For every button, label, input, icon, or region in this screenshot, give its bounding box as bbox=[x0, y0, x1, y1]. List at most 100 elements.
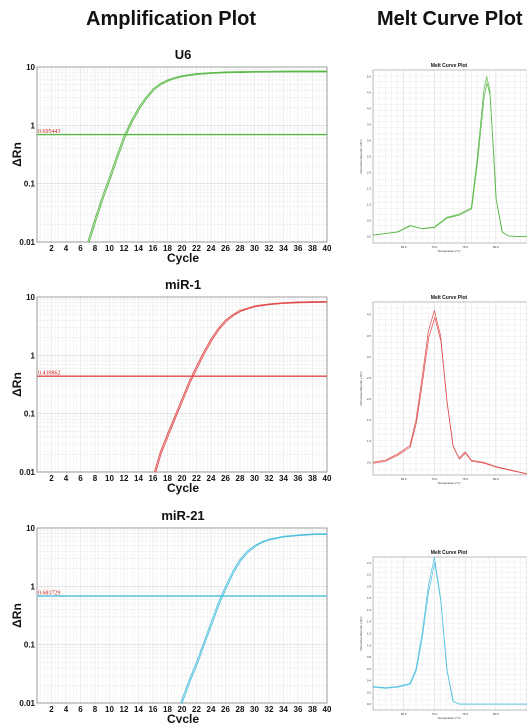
x-tick-label: 2 bbox=[49, 244, 54, 253]
x-tick-label: 4 bbox=[64, 474, 69, 483]
x-tick-label: 30 bbox=[250, 244, 259, 253]
melt-y-tick-label: 0.5 bbox=[367, 219, 372, 223]
x-tick-label: 16 bbox=[149, 705, 158, 714]
melt-y-tick-label: 1.0 bbox=[367, 439, 372, 443]
melt-x-tick-label: 75.0 bbox=[462, 245, 468, 249]
x-tick-label: 14 bbox=[134, 705, 143, 714]
x-tick-label: 34 bbox=[279, 474, 288, 483]
x-tick-label: 4 bbox=[64, 705, 69, 714]
melt-y-tick-label: 0.0 bbox=[367, 235, 372, 239]
x-tick-label: 18 bbox=[163, 705, 172, 714]
melt-x-axis-label: Temperature (°C) bbox=[437, 481, 460, 485]
melt-y-tick-label: 1.0 bbox=[367, 643, 372, 647]
x-tick-label: 2 bbox=[49, 474, 54, 483]
melt-y-tick-label: 1.6 bbox=[367, 608, 372, 612]
melt-y-tick-label: 3.0 bbox=[367, 355, 372, 359]
melt-y-tick-label: 2.0 bbox=[367, 397, 372, 401]
melt-y-tick-label: 2.4 bbox=[367, 561, 372, 565]
x-tick-label: 32 bbox=[265, 474, 274, 483]
y-tick-label: 10 bbox=[26, 63, 35, 72]
melt-x-tick-label: 80.0 bbox=[493, 712, 499, 716]
melt-y-tick-label: 3.5 bbox=[367, 122, 372, 126]
melt-y-tick-label: 1.4 bbox=[367, 620, 372, 624]
amplification-curve-U6 bbox=[87, 70, 327, 243]
x-tick-label: 28 bbox=[236, 244, 245, 253]
melt-x-axis-label: Temperature (°C) bbox=[437, 716, 460, 720]
x-tick-label: 36 bbox=[294, 474, 303, 483]
threshold-value-label: 0.695443 bbox=[38, 129, 61, 135]
x-tick-label: 20 bbox=[178, 244, 187, 253]
x-tick-label: 10 bbox=[105, 474, 114, 483]
x-tick-label: 8 bbox=[93, 705, 98, 714]
x-tick-label: 38 bbox=[308, 244, 317, 253]
amplification-plot-header: Amplification Plot bbox=[86, 8, 256, 30]
melt-y-tick-label: 0.4 bbox=[367, 679, 372, 683]
melt-y-axis-label: Derivative Reporter (-Rn') bbox=[359, 616, 363, 650]
melt-y-tick-label: 1.5 bbox=[367, 187, 372, 191]
x-tick-label: 40 bbox=[323, 705, 332, 714]
melt-x-tick-label: 65.0 bbox=[401, 712, 407, 716]
melt-y-tick-label: 3.0 bbox=[367, 138, 372, 142]
melt-x-axis-label: Temperature (°C) bbox=[437, 249, 460, 253]
x-tick-label: 14 bbox=[134, 474, 143, 483]
y-tick-label: 0.1 bbox=[24, 641, 36, 650]
y-tick-label: 1 bbox=[31, 582, 36, 591]
melt-plot-border bbox=[372, 556, 527, 711]
melt-chart-title: Melt Curve Plot bbox=[431, 295, 468, 301]
x-tick-label: 24 bbox=[207, 705, 216, 714]
x-tick-label: 12 bbox=[120, 244, 129, 253]
melt-y-axis-label: Derivative Reporter (-Rn') bbox=[359, 371, 363, 405]
x-tick-label: 30 bbox=[250, 705, 259, 714]
melt-plot-border bbox=[372, 69, 527, 244]
x-tick-label: 8 bbox=[93, 244, 98, 253]
melt-x-tick-label: 70.0 bbox=[432, 712, 438, 716]
x-tick-label: 22 bbox=[192, 474, 201, 483]
melt-y-tick-label: 3.5 bbox=[367, 334, 372, 338]
y-tick-label: 0.1 bbox=[24, 410, 36, 419]
x-axis-label: Cycle bbox=[167, 712, 199, 723]
melt-plot-border bbox=[372, 301, 527, 476]
y-tick-label: 0.01 bbox=[19, 468, 35, 477]
melt-y-tick-label: 1.0 bbox=[367, 203, 372, 207]
amplification-curve-miR-21 bbox=[181, 533, 328, 704]
x-tick-label: 8 bbox=[93, 474, 98, 483]
y-tick-label: 0.1 bbox=[24, 180, 36, 189]
x-tick-label: 26 bbox=[221, 474, 230, 483]
amplification-curve-miR-1 bbox=[153, 300, 328, 473]
melt-y-tick-label: 4.0 bbox=[367, 313, 372, 317]
melt-y-tick-label: 2.5 bbox=[367, 376, 372, 380]
y-tick-label: 10 bbox=[26, 293, 35, 302]
x-tick-label: 34 bbox=[279, 244, 288, 253]
melt-curve-U6 bbox=[373, 82, 527, 237]
x-tick-label: 10 bbox=[105, 244, 114, 253]
melt-y-tick-label: 4.0 bbox=[367, 106, 372, 110]
melt-y-tick-label: 1.2 bbox=[367, 632, 372, 636]
melt-y-axis-label: Derivative Reporter (-Rn') bbox=[359, 139, 363, 173]
x-tick-label: 28 bbox=[236, 474, 245, 483]
melt-x-tick-label: 70.0 bbox=[432, 477, 438, 481]
x-tick-label: 36 bbox=[294, 244, 303, 253]
melt-y-tick-label: 5.0 bbox=[367, 74, 372, 78]
x-tick-label: 32 bbox=[265, 705, 274, 714]
x-tick-label: 16 bbox=[149, 474, 158, 483]
melt-chart-U6: Melt Curve Plot 0.0 0.5 1.0 1.5 2.0 2.5 3.0 3.5 4… bbox=[359, 63, 527, 253]
x-tick-label: 38 bbox=[308, 474, 317, 483]
y-tick-label: 0.01 bbox=[19, 699, 35, 708]
x-tick-label: 6 bbox=[78, 474, 83, 483]
x-tick-label: 26 bbox=[221, 705, 230, 714]
x-tick-label: 4 bbox=[64, 244, 69, 253]
x-tick-label: 40 bbox=[323, 244, 332, 253]
x-tick-label: 20 bbox=[178, 705, 187, 714]
melt-curve-miR-1 bbox=[373, 317, 527, 475]
y-axis-label: ΔRn bbox=[10, 142, 24, 167]
plot-border bbox=[36, 296, 328, 473]
y-tick-label: 10 bbox=[26, 524, 35, 533]
y-tick-label: 1 bbox=[31, 351, 36, 360]
amplification-curve-miR-21 bbox=[180, 533, 328, 704]
threshold-value-label: 0.439862 bbox=[38, 371, 61, 377]
melt-chart-miR-21: Melt Curve Plot 0.0 0.2 0.4 0.6 0.8 1.0 1.2 1.4 1… bbox=[359, 550, 527, 720]
x-tick-label: 2 bbox=[49, 705, 54, 714]
